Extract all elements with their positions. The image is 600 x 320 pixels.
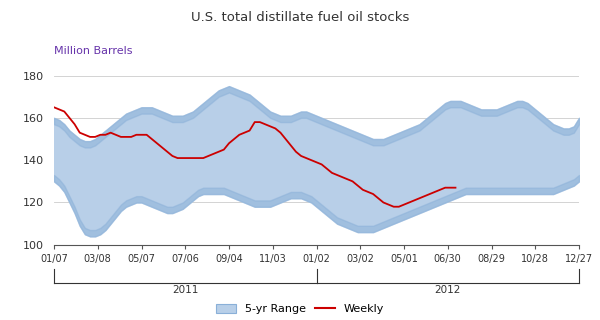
Text: 2012: 2012 <box>434 285 461 295</box>
Text: U.S. total distillate fuel oil stocks: U.S. total distillate fuel oil stocks <box>191 11 409 24</box>
Text: 2011: 2011 <box>172 285 199 295</box>
Text: Million Barrels: Million Barrels <box>54 46 133 56</box>
Legend: 5-yr Range, Weekly: 5-yr Range, Weekly <box>216 304 384 315</box>
